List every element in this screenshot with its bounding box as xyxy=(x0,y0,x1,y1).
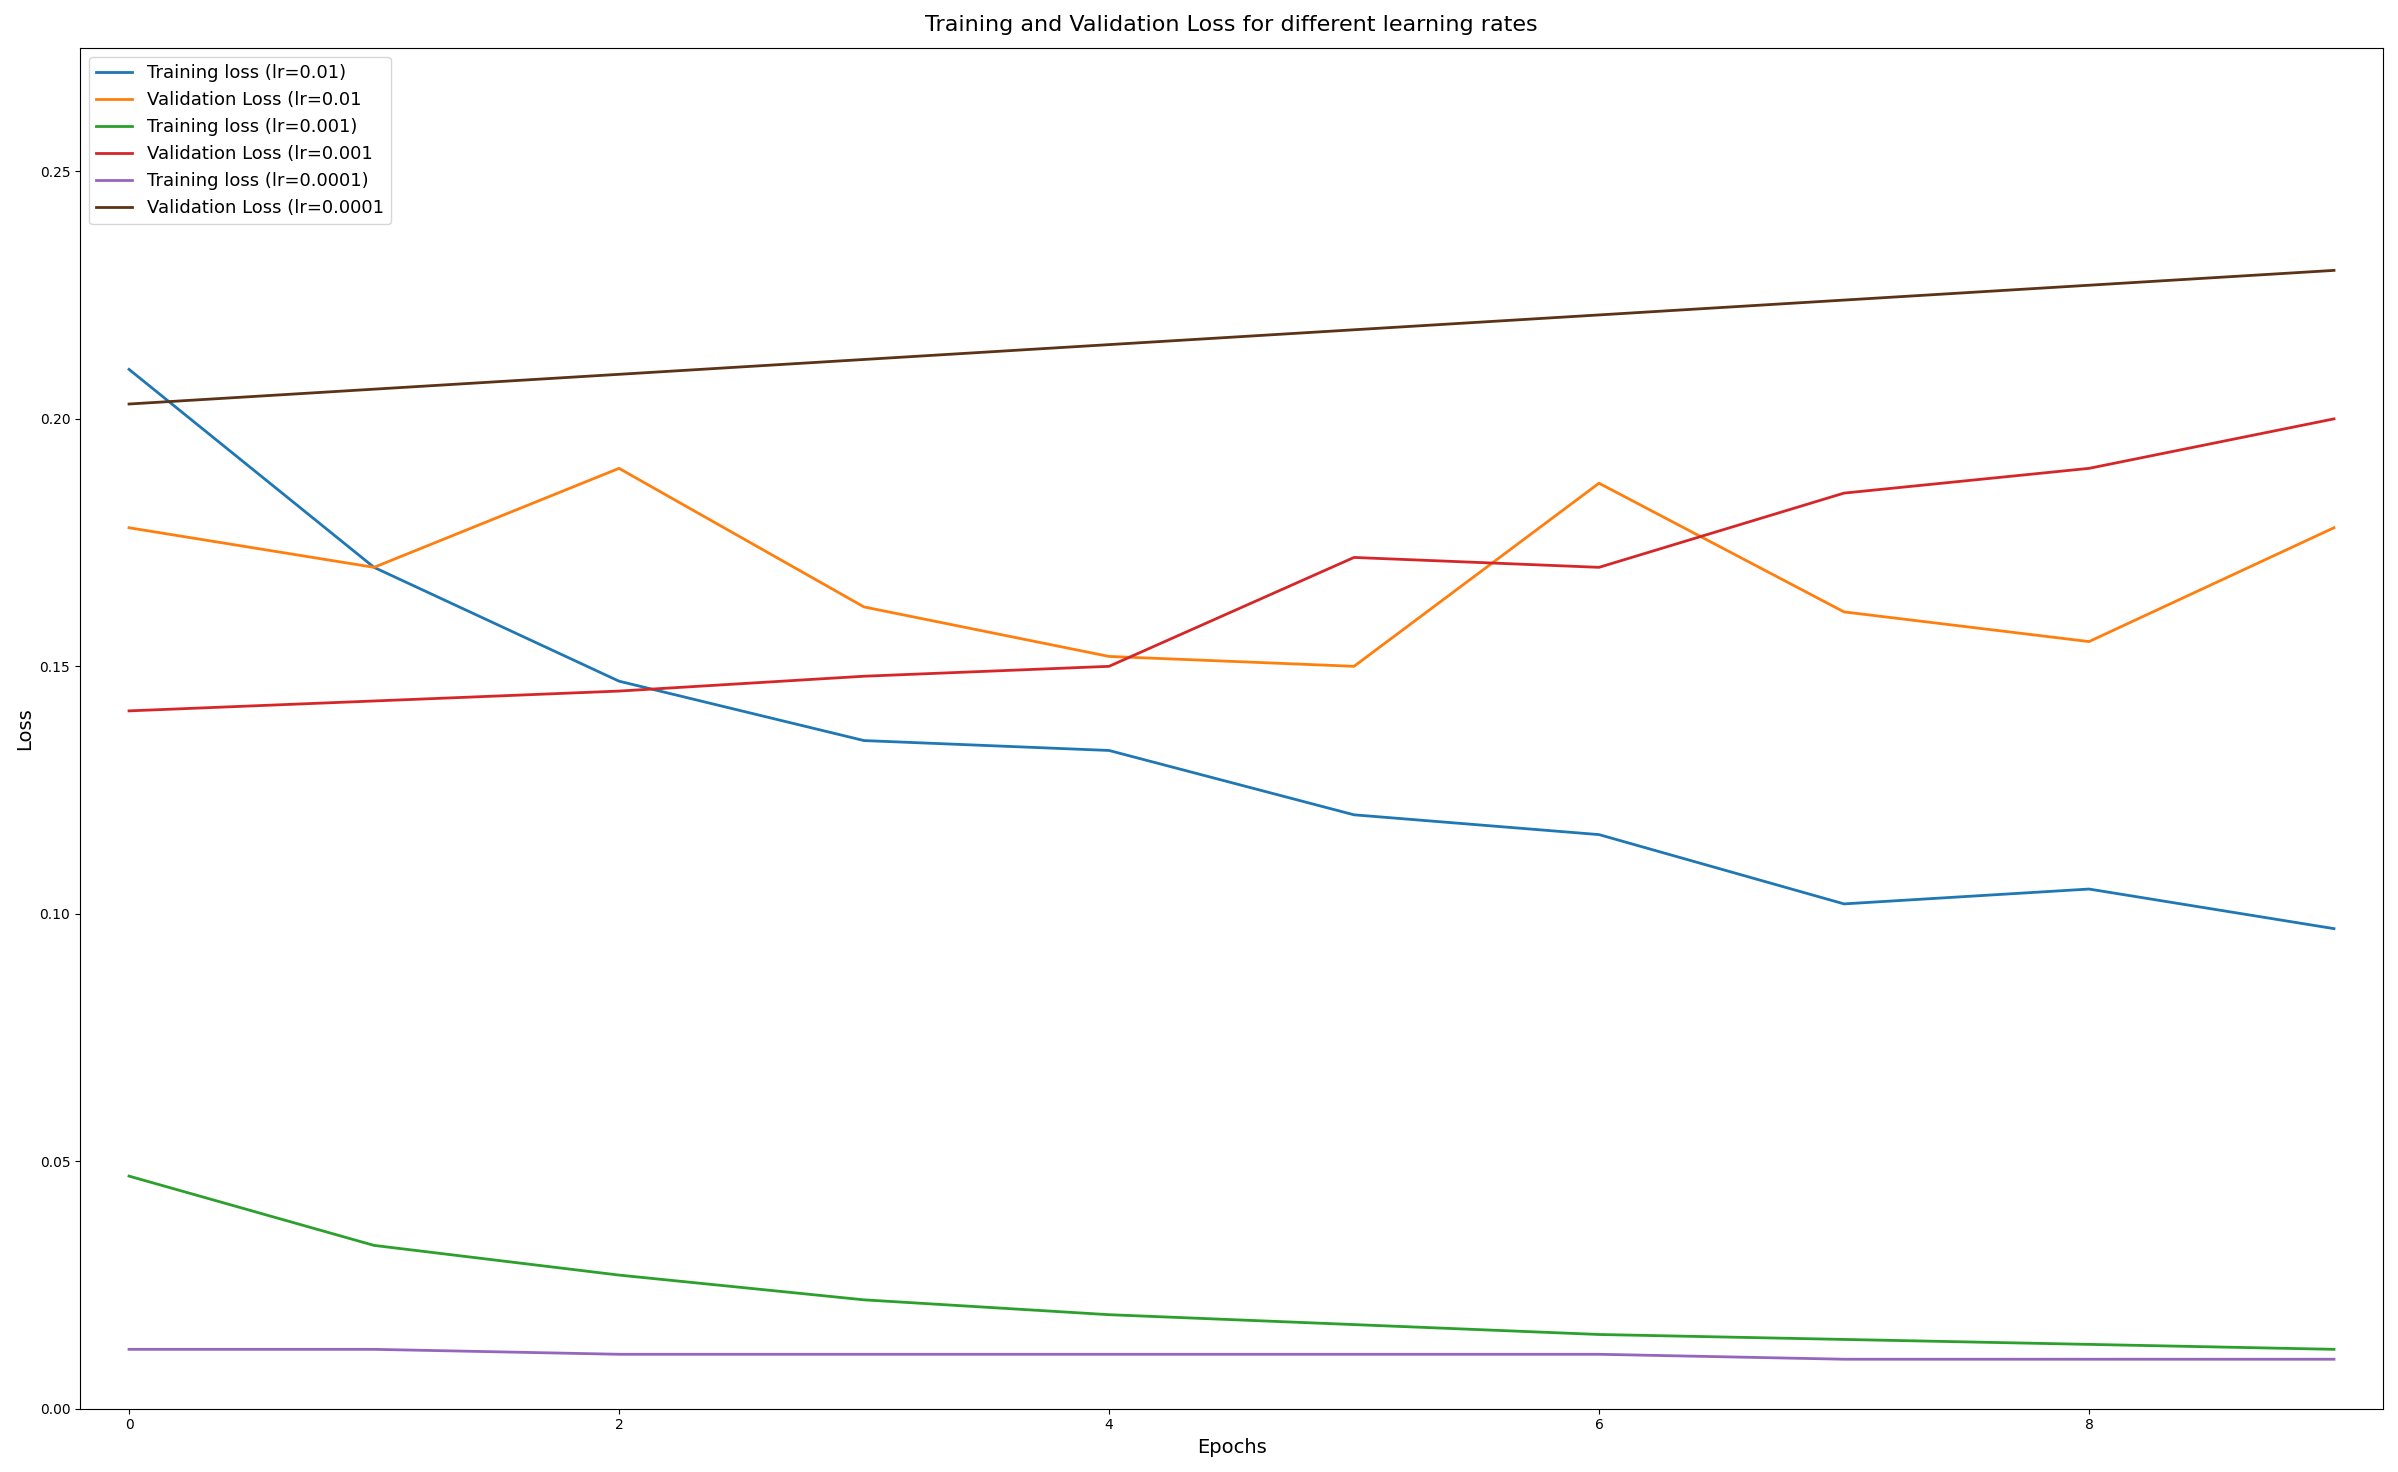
Validation Loss (lr=0.01 xyxy=(849,598,878,615)
Training loss (lr=0.0001) xyxy=(849,1345,878,1363)
Line: Validation Loss (lr=0.001: Validation Loss (lr=0.001 xyxy=(129,420,2333,711)
Training loss (lr=0.001) xyxy=(2074,1335,2103,1353)
Training loss (lr=0.01) xyxy=(1830,895,1858,913)
Validation Loss (lr=0.001 xyxy=(1585,558,1614,576)
Validation Loss (lr=0.01 xyxy=(115,520,144,537)
Validation Loss (lr=0.001 xyxy=(1093,658,1122,676)
Training loss (lr=0.001) xyxy=(1093,1306,1122,1323)
Training loss (lr=0.001) xyxy=(1585,1326,1614,1344)
Validation Loss (lr=0.01 xyxy=(1585,474,1614,492)
Validation Loss (lr=0.001 xyxy=(1340,549,1369,567)
Training loss (lr=0.01) xyxy=(360,558,388,576)
Validation Loss (lr=0.0001 xyxy=(1093,336,1122,353)
Training loss (lr=0.01) xyxy=(849,732,878,749)
Validation Loss (lr=0.001 xyxy=(2074,459,2103,477)
Training loss (lr=0.0001) xyxy=(1093,1345,1122,1363)
Validation Loss (lr=0.001 xyxy=(1830,484,1858,502)
Validation Loss (lr=0.01 xyxy=(1093,648,1122,665)
Validation Loss (lr=0.0001 xyxy=(1830,291,1858,309)
Validation Loss (lr=0.0001 xyxy=(1585,306,1614,324)
Training loss (lr=0.001) xyxy=(115,1167,144,1185)
Validation Loss (lr=0.001 xyxy=(360,692,388,710)
Training loss (lr=0.01) xyxy=(604,673,633,690)
Training loss (lr=0.0001) xyxy=(1585,1345,1614,1363)
Training loss (lr=0.0001) xyxy=(1830,1350,1858,1367)
Validation Loss (lr=0.0001 xyxy=(849,350,878,368)
Validation Loss (lr=0.0001 xyxy=(604,365,633,383)
Line: Training loss (lr=0.0001): Training loss (lr=0.0001) xyxy=(129,1350,2333,1359)
Training loss (lr=0.0001) xyxy=(115,1341,144,1359)
Training loss (lr=0.0001) xyxy=(2074,1350,2103,1367)
Training loss (lr=0.001) xyxy=(2319,1341,2348,1359)
Training loss (lr=0.01) xyxy=(2319,920,2348,938)
Training loss (lr=0.0001) xyxy=(2319,1350,2348,1367)
Title: Training and Validation Loss for different learning rates: Training and Validation Loss for differe… xyxy=(926,15,1537,35)
Validation Loss (lr=0.0001 xyxy=(2074,277,2103,294)
Validation Loss (lr=0.001 xyxy=(604,682,633,699)
Validation Loss (lr=0.01 xyxy=(2074,633,2103,651)
Training loss (lr=0.001) xyxy=(360,1236,388,1254)
Training loss (lr=0.01) xyxy=(2074,880,2103,898)
Training loss (lr=0.001) xyxy=(849,1291,878,1309)
Line: Training loss (lr=0.001): Training loss (lr=0.001) xyxy=(129,1176,2333,1350)
Training loss (lr=0.001) xyxy=(1830,1331,1858,1348)
Training loss (lr=0.01) xyxy=(1585,826,1614,843)
Training loss (lr=0.01) xyxy=(1340,807,1369,824)
Training loss (lr=0.01) xyxy=(115,361,144,378)
Training loss (lr=0.001) xyxy=(1340,1316,1369,1334)
Training loss (lr=0.0001) xyxy=(1340,1345,1369,1363)
Training loss (lr=0.001) xyxy=(604,1266,633,1284)
Validation Loss (lr=0.01 xyxy=(2319,520,2348,537)
Validation Loss (lr=0.01 xyxy=(360,558,388,576)
Validation Loss (lr=0.0001 xyxy=(360,380,388,397)
X-axis label: Epochs: Epochs xyxy=(1197,1438,1266,1457)
Training loss (lr=0.0001) xyxy=(360,1341,388,1359)
Validation Loss (lr=0.01 xyxy=(604,459,633,477)
Validation Loss (lr=0.01 xyxy=(1830,604,1858,621)
Training loss (lr=0.0001) xyxy=(604,1345,633,1363)
Line: Validation Loss (lr=0.0001: Validation Loss (lr=0.0001 xyxy=(129,271,2333,403)
Validation Loss (lr=0.0001 xyxy=(115,394,144,412)
Y-axis label: Loss: Loss xyxy=(14,707,34,749)
Validation Loss (lr=0.01 xyxy=(1340,658,1369,676)
Legend: Training loss (lr=0.01), Validation Loss (lr=0.01, Training loss (lr=0.001), Val: Training loss (lr=0.01), Validation Loss… xyxy=(89,57,391,224)
Training loss (lr=0.01) xyxy=(1093,742,1122,760)
Validation Loss (lr=0.001 xyxy=(115,702,144,720)
Line: Training loss (lr=0.01): Training loss (lr=0.01) xyxy=(129,369,2333,929)
Line: Validation Loss (lr=0.01: Validation Loss (lr=0.01 xyxy=(129,468,2333,667)
Validation Loss (lr=0.001 xyxy=(2319,411,2348,428)
Validation Loss (lr=0.0001 xyxy=(1340,321,1369,339)
Validation Loss (lr=0.001 xyxy=(849,667,878,684)
Validation Loss (lr=0.0001 xyxy=(2319,262,2348,280)
